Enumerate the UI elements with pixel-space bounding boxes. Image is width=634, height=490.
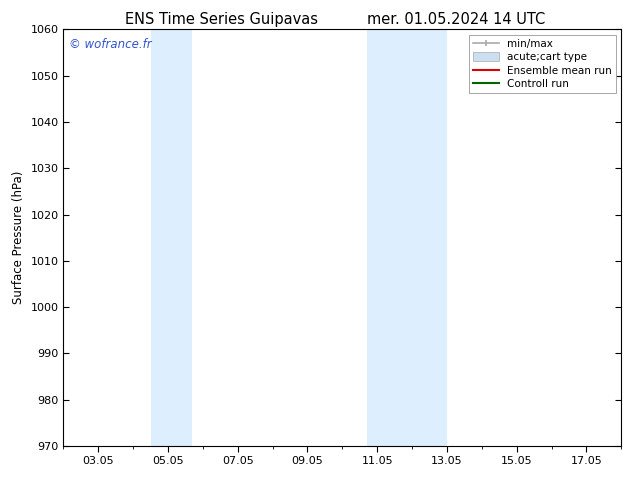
Bar (366, 29, 447, 446)
Text: © wofrance.fr: © wofrance.fr (69, 38, 152, 51)
Text: mer. 01.05.2024 14 UTC: mer. 01.05.2024 14 UTC (367, 12, 546, 27)
Bar (150, 29, 192, 446)
Y-axis label: Surface Pressure (hPa): Surface Pressure (hPa) (12, 171, 25, 304)
Legend: min/max, acute;cart type, Ensemble mean run, Controll run: min/max, acute;cart type, Ensemble mean … (469, 35, 616, 93)
Text: ENS Time Series Guipavas: ENS Time Series Guipavas (126, 12, 318, 27)
